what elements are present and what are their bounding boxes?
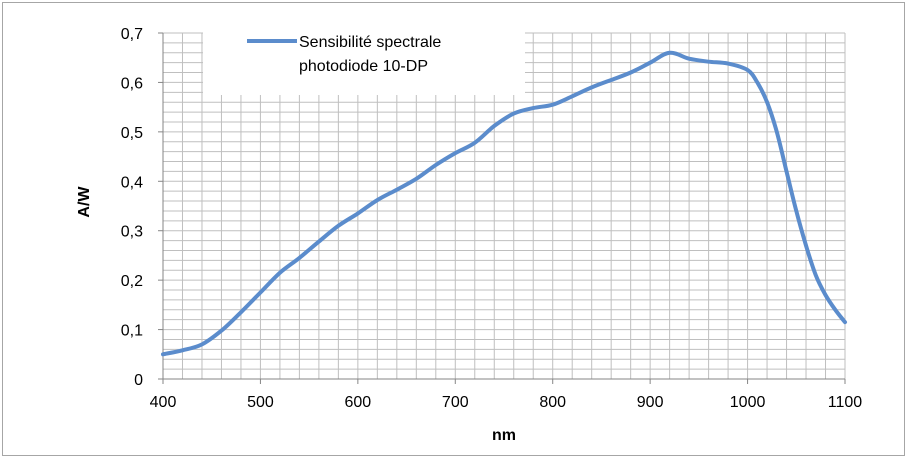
- y-tick-label: 0: [134, 372, 143, 389]
- y-tick-label: 0,7: [121, 26, 143, 43]
- y-axis-title: A/W: [76, 186, 93, 218]
- y-tick-label: 0,5: [121, 125, 143, 142]
- y-tick-label: 0,4: [121, 174, 143, 191]
- y-tick-label: 0,3: [121, 224, 143, 241]
- x-tick-label: 500: [247, 394, 274, 411]
- x-axis-title: nm: [492, 427, 516, 444]
- series-line: [161, 50, 847, 357]
- x-tick-label: 900: [637, 394, 664, 411]
- legend-label: Sensibilité spectrale photodiode 10-DP: [299, 34, 441, 75]
- x-tick-label: 600: [345, 394, 372, 411]
- line-chart: 400 500 600 700 800 900 1000 1100 0 0,1 0,2 0,3 0,4 0…: [76, 23, 863, 444]
- legend: Sensibilité spectrale photodiode 10-DP: [203, 23, 525, 95]
- x-tick-label: 700: [442, 394, 469, 411]
- tick-labels: 400 500 600 700 800 900 1000 1100 0 0,1 0,2 0,3 0,4 0…: [121, 26, 863, 411]
- series-layer: [161, 50, 847, 357]
- y-tick-label: 0,1: [121, 323, 143, 340]
- y-tick-label: 0,6: [121, 75, 143, 92]
- y-tick-label: 0,2: [121, 273, 143, 290]
- x-tick-label: 800: [539, 394, 566, 411]
- legend-box: [203, 23, 525, 95]
- x-tick-label: 400: [150, 394, 177, 411]
- x-tick-label: 1100: [828, 394, 863, 411]
- x-tick-label: 1000: [730, 394, 766, 411]
- axes: [158, 32, 846, 384]
